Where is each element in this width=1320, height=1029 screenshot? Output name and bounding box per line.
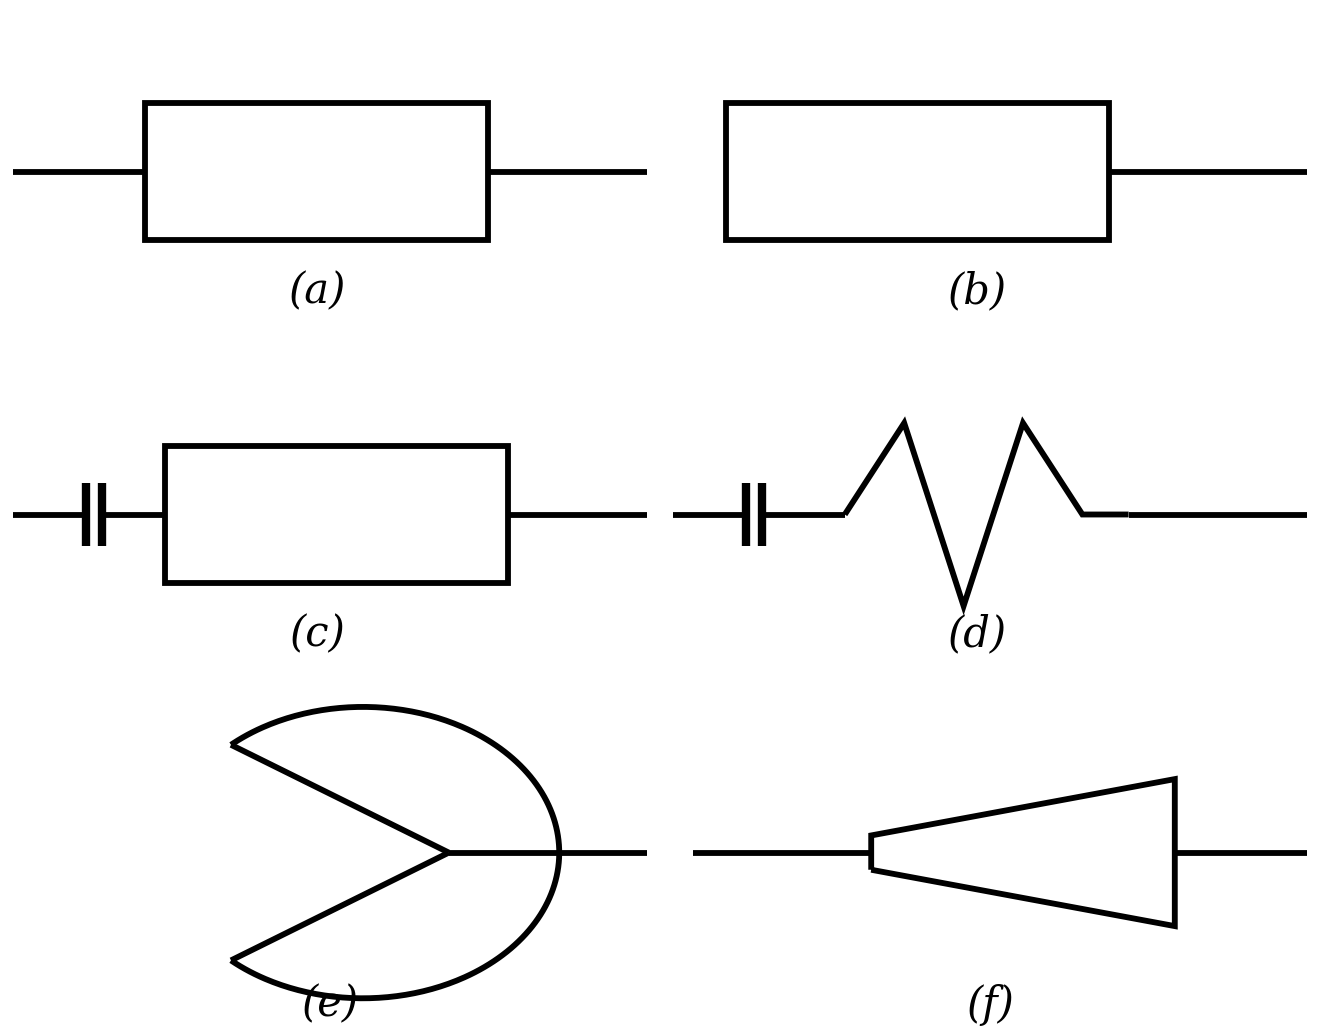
Text: (c): (c) xyxy=(289,613,345,655)
Text: (b): (b) xyxy=(948,271,1006,313)
Bar xyxy=(165,446,508,583)
Text: (a): (a) xyxy=(288,271,346,313)
Text: (d): (d) xyxy=(948,613,1006,655)
Text: (e): (e) xyxy=(301,984,359,1026)
Bar xyxy=(145,103,488,240)
Text: (f): (f) xyxy=(966,984,1014,1026)
Bar xyxy=(726,103,1109,240)
